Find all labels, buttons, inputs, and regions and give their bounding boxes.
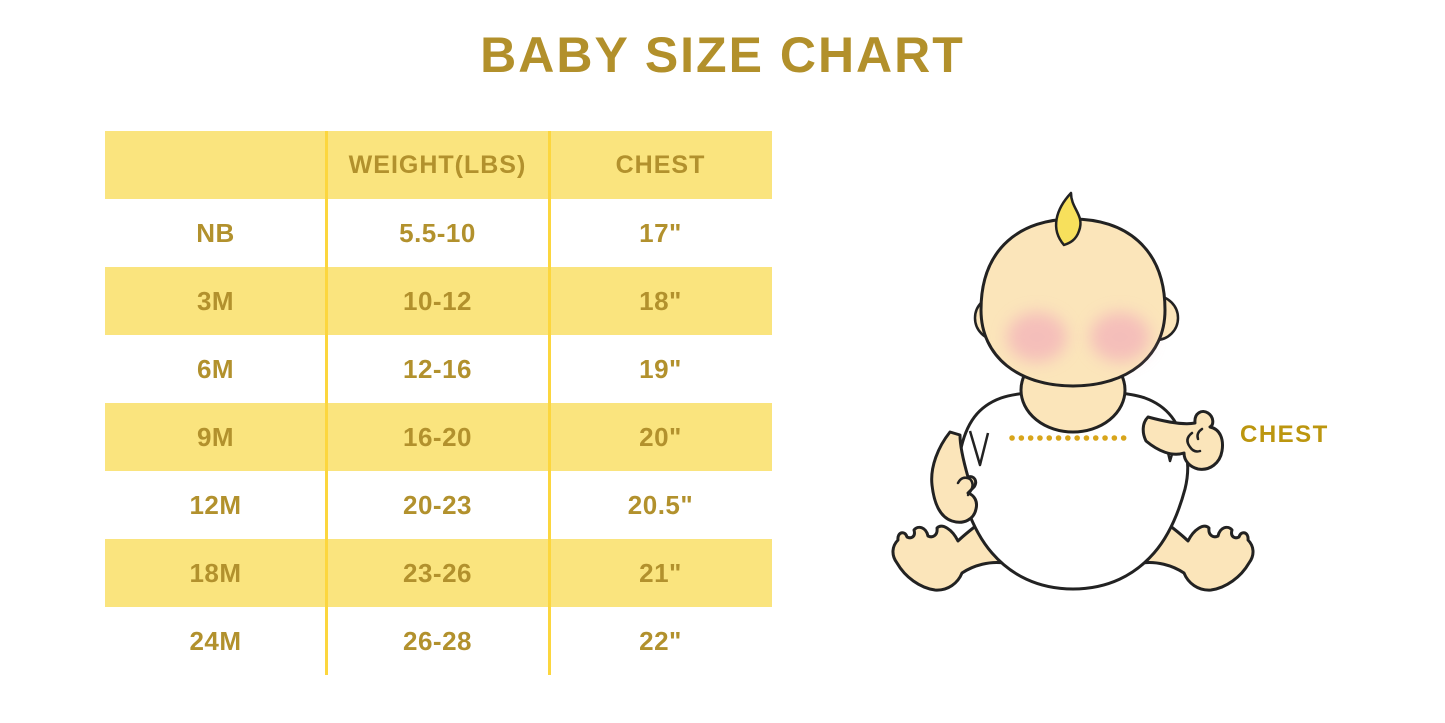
baby-left-arm xyxy=(930,430,978,524)
table-body: NB 5.5-10 17" 3M 10-12 18" 6M 12-16 19" … xyxy=(105,199,772,675)
header-size-cell xyxy=(105,131,326,199)
column-separator xyxy=(548,131,551,675)
weight-cell: 20-23 xyxy=(403,489,472,520)
chest-cell: 22" xyxy=(639,625,682,656)
size-cell: 18M xyxy=(189,557,242,588)
size-cell: 9M xyxy=(196,421,235,452)
weight-cell: 10-12 xyxy=(403,285,472,316)
table-row: 3M 10-12 18" xyxy=(105,267,772,335)
baby-ear-right xyxy=(1132,294,1180,342)
header-chest-cell: CHEST xyxy=(615,150,706,179)
left-fist-detail xyxy=(956,476,974,497)
baby-neck xyxy=(1019,346,1127,434)
baby-hair-curl xyxy=(1054,191,1082,247)
chest-cell: 18" xyxy=(639,285,682,316)
table-header-row: WEIGHT(LBS) CHEST xyxy=(105,131,772,199)
size-cell: 24M xyxy=(189,625,242,656)
baby-illustration xyxy=(891,191,1255,592)
weight-cell: 23-26 xyxy=(403,557,472,588)
chest-cell: 20.5" xyxy=(627,489,694,520)
baby-cheek-left xyxy=(1007,312,1067,362)
chest-cell: 19" xyxy=(639,353,682,384)
right-fist-detail xyxy=(1186,427,1204,453)
weight-cell: 12-16 xyxy=(403,353,472,384)
chest-cell: 21" xyxy=(639,557,682,588)
table-row: 24M 26-28 22" xyxy=(105,607,772,675)
baby-head xyxy=(979,217,1167,388)
baby-right-leg xyxy=(1104,513,1255,592)
table-row: 12M 20-23 20.5" xyxy=(105,471,772,539)
size-cell: 6M xyxy=(196,353,235,384)
right-sleeve-notch xyxy=(1160,427,1181,463)
weight-cell: 5.5-10 xyxy=(399,217,476,248)
column-separator xyxy=(325,131,328,675)
table-row: 18M 23-26 21" xyxy=(105,539,772,607)
chest-cell: 17" xyxy=(639,217,682,248)
size-cell: 3M xyxy=(196,285,235,316)
chest-measurement-label: CHEST xyxy=(1240,421,1329,448)
weight-cell: 26-28 xyxy=(403,625,472,656)
table-row: 9M 16-20 20" xyxy=(105,403,772,471)
baby-right-arm xyxy=(1141,409,1224,471)
weight-cell: 16-20 xyxy=(403,421,472,452)
header-weight-cell: WEIGHT(LBS) xyxy=(348,150,527,179)
left-sleeve-notch xyxy=(968,430,990,467)
baby-cheek-right xyxy=(1090,312,1150,362)
size-cell: NB xyxy=(196,217,235,248)
baby-ear-left xyxy=(973,294,1021,342)
size-table: WEIGHT(LBS) CHEST NB 5.5-10 17" 3M 10-12… xyxy=(105,131,772,675)
baby-shirt-body xyxy=(956,389,1190,591)
table-row: NB 5.5-10 17" xyxy=(105,199,772,267)
baby-left-leg xyxy=(891,513,1042,592)
chest-cell: 20" xyxy=(639,421,682,452)
page-title: BABY SIZE CHART xyxy=(480,27,965,83)
size-cell: 12M xyxy=(189,489,242,520)
table-row: 6M 12-16 19" xyxy=(105,335,772,403)
